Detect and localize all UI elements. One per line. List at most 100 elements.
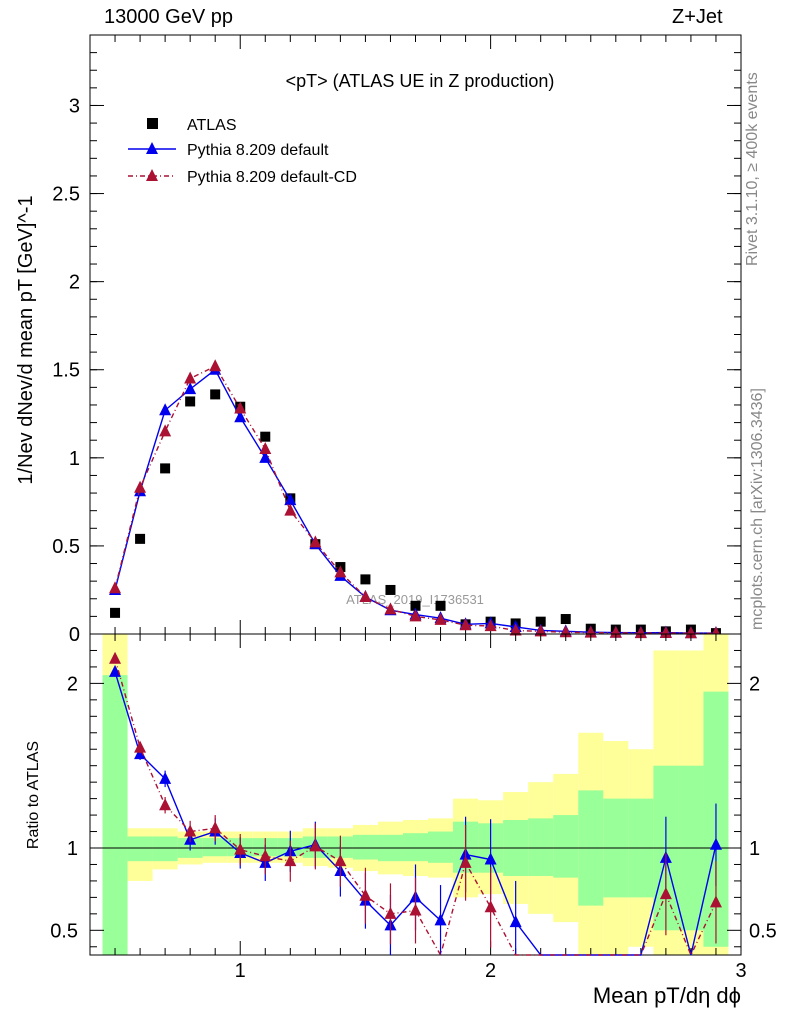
ratio-y-axis-label: Ratio to ATLAS: [25, 741, 42, 849]
pythia-cd-point: [659, 625, 672, 638]
legend-label-atlas: ATLAS: [187, 117, 237, 134]
ratio-default-point: [509, 915, 522, 928]
atlas-point: [535, 616, 546, 627]
ratio-default-point: [109, 664, 122, 677]
ratio-y-tick-label: 1: [67, 838, 78, 860]
pythia-cd-point: [409, 609, 422, 622]
header-right: Z+Jet: [672, 6, 723, 28]
legend: ATLAS Pythia 8.209 default Pythia 8.209 de…: [128, 117, 357, 186]
atlas-point: [410, 600, 421, 611]
ratio-cd-point: [334, 854, 347, 867]
ratio-cd-point: [234, 842, 247, 855]
pythia-cd-point: [609, 625, 622, 638]
pythia-cd-point: [584, 625, 597, 638]
main-y-tick-label: 0: [69, 624, 80, 646]
legend-label-cd: Pythia 8.209 default-CD: [187, 169, 357, 186]
green-band-bin: [402, 833, 429, 862]
ratio-y-tick-label-right: 1: [749, 838, 760, 860]
legend-marker-default: [146, 142, 158, 154]
pythia-cd-point: [384, 602, 397, 615]
ratio-cd-point: [659, 887, 672, 900]
atlas-point: [210, 389, 221, 400]
pythia-cd-point: [509, 623, 522, 636]
pythia-cd-point: [484, 619, 497, 632]
green-band-bin: [428, 831, 454, 863]
ratio-cd-point: [184, 824, 197, 837]
ratio-default-point: [709, 837, 722, 850]
ratio-default-point: [484, 852, 497, 865]
atlas-point: [360, 574, 371, 585]
ratio-y-tick-label: 0.5: [50, 920, 78, 942]
ratio-default-point: [159, 771, 172, 784]
green-band-bin: [528, 818, 554, 876]
pythia-cd-point: [434, 612, 447, 625]
ratio-cd-point: [259, 849, 272, 862]
ratio-cd-point: [359, 888, 372, 901]
legend-label-default: Pythia 8.209 default: [187, 142, 329, 159]
pythia-cd-point: [459, 618, 472, 631]
green-band-bin: [102, 675, 128, 955]
ratio-cd-point: [484, 900, 497, 913]
pythia-cd-point: [134, 480, 147, 493]
main-y-tick-label: 0.5: [52, 536, 80, 558]
pythia-cd-point: [109, 581, 122, 594]
ratio-cd-point: [309, 839, 322, 852]
watermark: ATLAS_2019_I1736531: [346, 592, 484, 607]
green-band-bin: [352, 834, 378, 860]
green-band-bin: [127, 836, 153, 862]
ratio-panel: 0.5 0.5 1 1 2 2 1 2 3 Ratio to ATLAS Mean pT/dη dϕ: [25, 633, 777, 1008]
ratio-x-tick-label: 3: [735, 960, 746, 982]
atlas-point: [110, 607, 121, 618]
ratio-cd-point: [409, 903, 422, 916]
main-y-tick-label: 2.5: [52, 184, 80, 206]
ratio-cd-point: [159, 798, 172, 811]
ratio-cd-point: [709, 895, 722, 908]
green-band-bin: [202, 838, 228, 857]
atlas-point: [135, 533, 146, 544]
ratio-x-tick-label: 2: [485, 960, 496, 982]
atlas-point: [185, 396, 196, 407]
ratio-x-tick-label: 1: [235, 960, 246, 982]
x-axis-label: Mean pT/dη dϕ: [593, 983, 741, 1008]
chart-title: <pT> (ATLAS UE in Z production): [286, 71, 555, 91]
ratio-y-tick-label: 2: [67, 673, 78, 695]
main-y-tick-label: 3: [69, 95, 80, 117]
rivet-label: Rivet 3.1.10, ≥ 400k events: [744, 72, 761, 266]
ratio-cd-point: [459, 855, 472, 868]
pythia-cd-point: [359, 590, 372, 603]
main-y-tick-label: 1.5: [52, 360, 80, 382]
pythia-cd-point: [209, 359, 222, 372]
ratio-default-point: [434, 913, 447, 926]
pythia-cd-point: [234, 401, 247, 414]
green-band-bin: [152, 836, 178, 862]
main-y-tick-label: 1: [69, 448, 80, 470]
atlas-point: [160, 463, 171, 474]
pythia-cd-point: [259, 442, 272, 455]
pythia-cd-point: [634, 626, 647, 639]
pythia-cd-point: [159, 424, 172, 437]
pythia-default-point: [259, 450, 272, 463]
pythia-cd-point: [184, 371, 197, 384]
legend-marker-cd: [146, 169, 158, 181]
pythia-default-point: [284, 493, 297, 506]
pythia-default-point: [159, 403, 172, 416]
atlas-point: [560, 614, 571, 625]
ratio-cd-point: [384, 906, 397, 919]
ratio-cd-point: [209, 821, 222, 834]
main-panel: 0 0.5 1 1.5 2 2.5 3 <pT> (ATLAS UE in Z product…: [15, 34, 742, 646]
pythia-default-point: [234, 410, 247, 423]
pythia-cd-point: [309, 535, 322, 548]
header-left: 13000 GeV pp: [104, 6, 233, 28]
pythia-cd-point: [684, 626, 697, 639]
pythia-cd-point: [284, 503, 297, 516]
atlas-point: [435, 600, 446, 611]
main-y-axis-label: 1/Nev dNev/d mean pT [GeV]^-1: [15, 195, 37, 484]
legend-marker-atlas: [147, 118, 158, 129]
ratio-cd-point: [284, 854, 297, 867]
atlas-point: [260, 431, 271, 442]
main-y-tick-label: 2: [69, 272, 80, 294]
ratio-cd-point: [134, 740, 147, 753]
ratio-y-tick-label-right: 0.5: [749, 920, 777, 942]
ratio-y-tick-label-right: 2: [749, 673, 760, 695]
